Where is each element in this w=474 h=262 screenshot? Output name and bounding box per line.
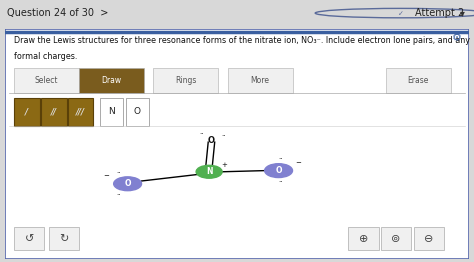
Text: Question 24 of 30  >: Question 24 of 30 >: [7, 8, 109, 18]
Text: ··: ··: [279, 156, 283, 162]
FancyBboxPatch shape: [126, 98, 149, 126]
Text: ▾: ▾: [460, 8, 465, 18]
Text: ··: ··: [279, 179, 283, 185]
Text: Attempt 2: Attempt 2: [415, 8, 464, 18]
FancyBboxPatch shape: [79, 68, 144, 93]
Text: /: /: [25, 107, 28, 116]
FancyBboxPatch shape: [348, 227, 379, 250]
Text: ⚙: ⚙: [452, 34, 462, 43]
Text: ⊖: ⊖: [424, 234, 433, 244]
Text: //: //: [51, 107, 57, 116]
Text: O: O: [124, 179, 131, 188]
Circle shape: [196, 165, 222, 178]
Text: N: N: [108, 107, 115, 116]
Text: Rings: Rings: [175, 76, 197, 85]
Text: −: −: [295, 160, 301, 166]
FancyBboxPatch shape: [154, 68, 219, 93]
Text: ··: ··: [199, 131, 203, 137]
Text: O: O: [275, 166, 282, 175]
FancyBboxPatch shape: [14, 98, 39, 126]
FancyBboxPatch shape: [5, 29, 469, 259]
Text: ⊕: ⊕: [359, 234, 368, 244]
Text: O: O: [134, 107, 141, 116]
Text: ↺: ↺: [25, 234, 34, 244]
Text: ✓: ✓: [398, 11, 403, 17]
FancyBboxPatch shape: [14, 227, 44, 250]
Text: ⊚: ⊚: [392, 234, 401, 244]
Text: ///: ///: [76, 107, 85, 116]
Text: Erase: Erase: [408, 76, 429, 85]
FancyBboxPatch shape: [386, 68, 451, 93]
Text: O: O: [208, 136, 215, 145]
Text: More: More: [251, 76, 270, 85]
Text: ··: ··: [221, 133, 225, 139]
Text: ↻: ↻: [59, 234, 69, 244]
Text: Draw the Lewis structures for three resonance forms of the nitrate ion, NO₃⁻. In: Draw the Lewis structures for three reso…: [14, 36, 470, 45]
FancyBboxPatch shape: [68, 98, 93, 126]
Text: N: N: [206, 167, 212, 176]
Text: formal charges.: formal charges.: [14, 52, 77, 61]
FancyBboxPatch shape: [41, 98, 66, 126]
Text: ··: ··: [116, 170, 120, 176]
Text: −: −: [103, 173, 109, 179]
Text: Draw: Draw: [101, 76, 122, 85]
FancyBboxPatch shape: [100, 98, 123, 126]
Circle shape: [264, 164, 292, 178]
Circle shape: [114, 177, 142, 191]
Text: ··: ··: [116, 192, 120, 198]
FancyBboxPatch shape: [413, 227, 444, 250]
FancyBboxPatch shape: [49, 227, 79, 250]
FancyBboxPatch shape: [381, 227, 411, 250]
FancyBboxPatch shape: [228, 68, 293, 93]
Text: +: +: [221, 162, 227, 168]
FancyBboxPatch shape: [14, 68, 79, 93]
Text: Select: Select: [35, 76, 58, 85]
